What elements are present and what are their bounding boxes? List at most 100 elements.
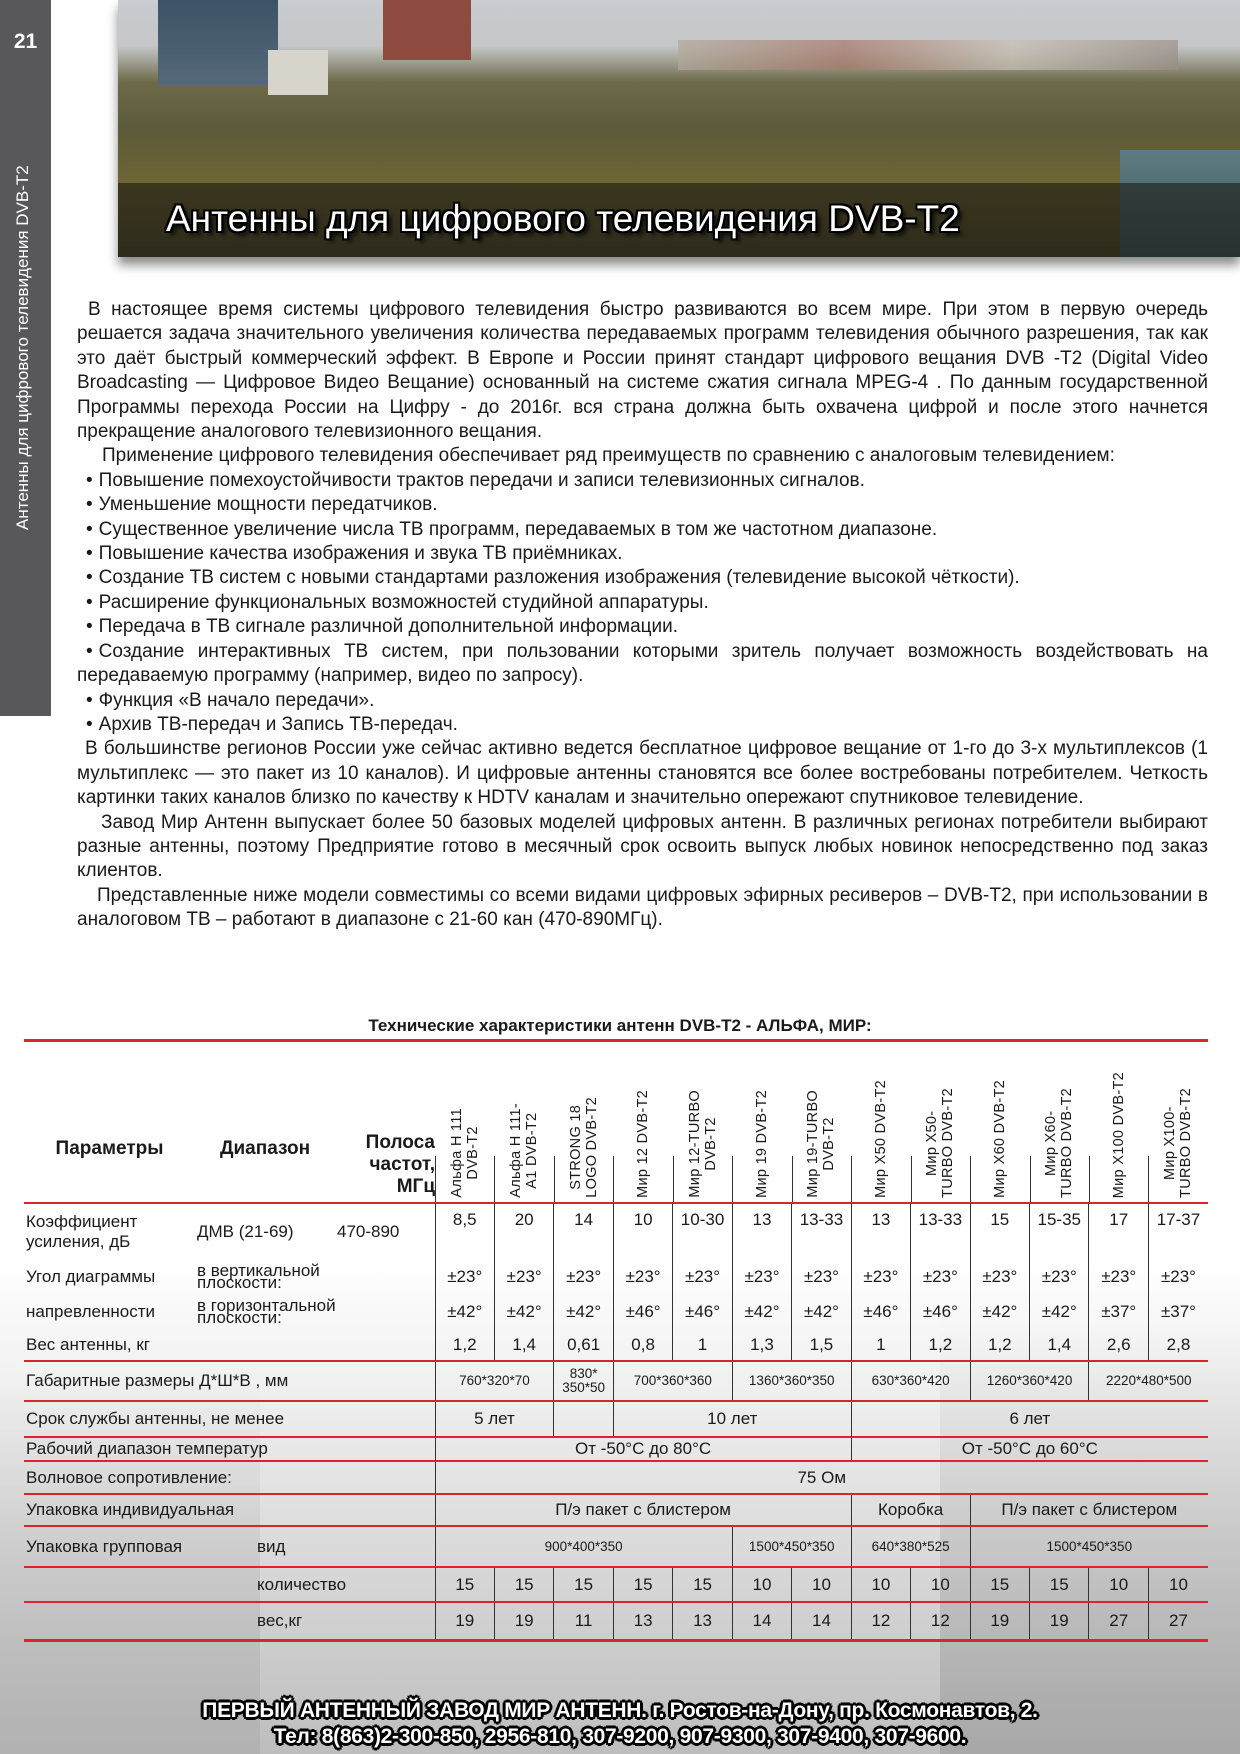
group-pack-weight-value: 19 xyxy=(434,1602,495,1642)
model-name-line: Альфа H 111 xyxy=(448,1108,465,1198)
model-name-line: Мир 12 DVB-T2 xyxy=(635,1090,652,1198)
spec-row-label: Габаритные размеры Д*Ш*В , мм xyxy=(24,1361,435,1402)
angle-vertical-row: Угол диаграммы в вертикальной плоскости: ±… xyxy=(24,1259,1208,1294)
weight-value: 1,4 xyxy=(493,1329,554,1362)
model-name-line: Мир X60- xyxy=(1043,1110,1060,1176)
building-image xyxy=(383,0,471,60)
footer-address: ПЕРВЫЙ АНТЕННЫЙ ЗАВОД МИР АНТЕНН. г. Рос… xyxy=(202,1699,1038,1722)
gain-value: 15-35 xyxy=(1029,1203,1089,1259)
model-name: Мир 19-TURBO DVB-T2 xyxy=(805,1090,837,1198)
spec-row-value: 5 лет xyxy=(434,1401,554,1438)
spec-row: Рабочий диапазон температур От -50°С до 8… xyxy=(24,1437,1208,1462)
model-header: Мир 12-TURBO DVB-T2 xyxy=(672,1039,733,1204)
angle-vertical-value: ±23° xyxy=(731,1259,792,1294)
model-name: Мир X100- TURBO DVB-T2 xyxy=(1162,1088,1194,1198)
header-params: Параметры xyxy=(24,1039,195,1204)
gain-value: 20 xyxy=(493,1203,554,1259)
group-pack-qty-value: 10 xyxy=(1088,1567,1149,1603)
model-header: Мир 12 DVB-T2 xyxy=(613,1039,673,1204)
group-pack-weight-label-cell: вес,кг xyxy=(24,1602,435,1642)
bullet-item: Создание интерактивных ТВ систем, при по… xyxy=(77,640,1208,689)
weight-value: 1,2 xyxy=(434,1329,495,1362)
paragraph-intro: В настоящее время системы цифрового теле… xyxy=(77,299,1208,443)
group-pack-qty-value: 10 xyxy=(791,1567,852,1603)
model-name-line: Мир X100- xyxy=(1162,1106,1179,1180)
bullet-item: Расширение функциональных возможностей с… xyxy=(77,591,1208,615)
gain-value: 13-33 xyxy=(910,1203,971,1259)
model-name-line: Мир X60 DVB-T2 xyxy=(991,1080,1008,1198)
group-pack-weight-value: 12 xyxy=(910,1602,971,1642)
group-pack-weight-value: 27 xyxy=(1147,1602,1208,1642)
model-name: Альфа H 111- A1 DVB-T2 xyxy=(508,1103,540,1198)
angle-horizontal-value: ±42° xyxy=(731,1294,792,1329)
spec-row: Габаритные размеры Д*Ш*В , мм 760*320*70 8… xyxy=(24,1361,1208,1402)
specifications-table: Параметры Диапазон Полоса частот, МГц Альфа… xyxy=(24,1039,1208,1642)
bullet-item: Повышение качества изображения и звука Т… xyxy=(77,542,1208,566)
spec-row-label: Упаковка индивидуальная xyxy=(24,1494,435,1527)
group-pack-weight-value: 13 xyxy=(672,1602,733,1642)
group-pack-weight-value: 19 xyxy=(969,1602,1030,1642)
group-pack-qty-value: 15 xyxy=(969,1567,1030,1603)
model-name-line: Альфа H 111- xyxy=(508,1103,525,1198)
model-name-line: Мир X100 DVB-T2 xyxy=(1110,1071,1127,1198)
spec-row-value: 75 Ом xyxy=(434,1461,1208,1495)
model-header: Мир X60 DVB-T2 xyxy=(970,1039,1030,1204)
spec-row-value: 1260*360*420 xyxy=(969,1361,1089,1402)
city-skyline-image xyxy=(678,40,1178,70)
spec-row-value: 760*320*70 xyxy=(434,1361,554,1402)
group-pack-weight-row: вес,кг 19 19 11 13 13 14 14 12 12 19 19 27 27 xyxy=(24,1602,1208,1642)
page-number: 21 xyxy=(13,30,38,53)
weight-value: 1,2 xyxy=(910,1329,971,1362)
group-pack-qty-value: 10 xyxy=(731,1567,792,1603)
page-title: Антенны для цифрового телевидения DVB-T2 xyxy=(166,198,960,239)
model-name-line: TURBO DVB-T2 xyxy=(1178,1088,1195,1198)
group-pack-weight-value: 11 xyxy=(553,1602,614,1642)
table-title: Технические характеристики антенн DVB-T2… xyxy=(368,1016,872,1035)
spec-row-value: П/э пакет с блистером xyxy=(434,1494,852,1527)
model-header: Мир X60- TURBO DVB-T2 xyxy=(1029,1039,1089,1204)
angle-horizontal-value: ±42° xyxy=(969,1294,1030,1329)
title-band xyxy=(118,183,1240,257)
model-name-line: A1 DVB-T2 xyxy=(524,1112,541,1189)
group-pack-weight-value: 14 xyxy=(731,1602,792,1642)
spec-row-value xyxy=(553,1401,614,1438)
group-pack-weight-value: 27 xyxy=(1088,1602,1149,1642)
model-name-line: DVB-T2 xyxy=(464,1126,481,1180)
group-pack-type-row: Упаковка групповая вид 900*400*350 1500*450… xyxy=(24,1526,1208,1568)
group-pack-qty-value: 10 xyxy=(910,1567,971,1603)
group-pack-weight-value: 13 xyxy=(612,1602,673,1642)
angle-vertical-value: ±23° xyxy=(969,1259,1030,1294)
weight-value: 1,2 xyxy=(969,1329,1030,1362)
model-header: Мир X100 DVB-T2 xyxy=(1088,1039,1149,1204)
section-title-vertical: Антенны для цифрового телевидения DVB-T2 xyxy=(13,165,32,530)
model-header: Мир X50- TURBO DVB-T2 xyxy=(910,1039,971,1204)
spec-row-value: П/э пакет с блистером xyxy=(969,1494,1208,1527)
angle-vertical-value: ±23° xyxy=(612,1259,673,1294)
angle-vertical-value: ±23° xyxy=(850,1259,911,1294)
model-header: Мир X100- TURBO DVB-T2 xyxy=(1148,1039,1208,1204)
group-pack-weight-value: 19 xyxy=(493,1602,554,1642)
angle-horizontal-value: ±46° xyxy=(672,1294,733,1329)
weight-value: 1 xyxy=(850,1329,911,1362)
angle-vertical-value: ±23° xyxy=(672,1259,733,1294)
angle-horizontal-value: ±46° xyxy=(910,1294,971,1329)
model-name: Мир 19 DVB-T2 xyxy=(754,1090,770,1198)
gain-value: 8,5 xyxy=(434,1203,495,1259)
model-header: STRONG 18 LOGO DVB-T2 xyxy=(553,1039,614,1204)
group-pack-type-value: 1500*450*350 xyxy=(731,1526,852,1568)
group-pack-qty-row: количество 15 15 15 15 15 10 10 10 10 15 15 10 10 xyxy=(24,1567,1208,1603)
bullet-item: Повышение помехоустойчивости трактов пер… xyxy=(77,469,1208,493)
spec-row-value: От -50°С до 60°С xyxy=(850,1437,1208,1462)
group-pack-qty-label-cell: количество xyxy=(24,1567,435,1603)
angle-vertical-value: ±23° xyxy=(1088,1259,1149,1294)
group-pack-type-value: 900*400*350 xyxy=(434,1526,733,1568)
weight-value: 0,61 xyxy=(553,1329,614,1362)
gain-label: Коэффициент усиления, дБ xyxy=(26,1211,138,1251)
weight-value: 1 xyxy=(672,1329,733,1362)
angle-horizontal-value: ±42° xyxy=(791,1294,852,1329)
bullet-item: Существенное увеличение числа ТВ програм… xyxy=(77,518,1208,542)
group-pack-label: Упаковка групповая xyxy=(26,1536,183,1556)
model-name-line: TURBO DVB-T2 xyxy=(940,1088,957,1198)
model-name: STRONG 18 LOGO DVB-T2 xyxy=(568,1097,600,1198)
weight-value: 2,8 xyxy=(1147,1329,1208,1362)
